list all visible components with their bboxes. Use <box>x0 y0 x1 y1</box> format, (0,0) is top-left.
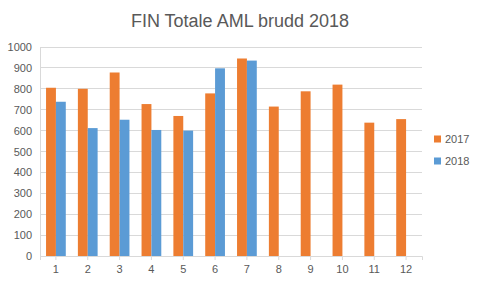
bar <box>269 107 279 256</box>
x-tick-mark <box>183 256 184 260</box>
bar <box>151 130 161 256</box>
x-tick-mark <box>119 256 120 260</box>
y-tick: 300 <box>14 187 40 199</box>
bar <box>183 131 193 256</box>
x-axis: 123456789101112 <box>41 256 423 275</box>
y-tick: 100 <box>14 229 40 241</box>
bar <box>301 91 311 256</box>
legend-swatch <box>434 136 441 143</box>
x-tick-label: 8 <box>276 263 282 275</box>
bar <box>247 61 257 256</box>
y-tick: 700 <box>14 104 40 116</box>
bar <box>78 89 88 256</box>
bars <box>46 58 406 256</box>
x-tick: 8 <box>276 256 282 275</box>
x-tick-label: 3 <box>117 263 123 275</box>
y-tick-label: 1000 <box>8 41 32 53</box>
grid <box>40 47 422 256</box>
x-tick-mark <box>55 256 56 260</box>
y-tick-label: 800 <box>14 83 32 95</box>
legend-label: 2018 <box>445 155 469 167</box>
x-tick: 1 <box>53 256 59 275</box>
bar-series <box>46 58 406 256</box>
x-tick-label: 12 <box>400 263 412 275</box>
grid-line <box>40 88 422 89</box>
x-tick: 3 <box>117 256 123 275</box>
y-tick-label: 500 <box>14 146 32 158</box>
x-tick-label: 10 <box>336 263 348 275</box>
x-tick-mark <box>310 256 311 260</box>
x-tick: 5 <box>180 256 186 275</box>
y-tick: 200 <box>14 208 40 220</box>
y-tick-label: 400 <box>14 166 32 178</box>
x-tick: 9 <box>308 256 314 275</box>
x-tick-mark <box>215 256 216 260</box>
x-tick: 7 <box>244 256 250 275</box>
x-tick: 6 <box>212 256 218 275</box>
x-tick-mark <box>87 256 88 260</box>
bar-series <box>56 61 257 256</box>
x-tick-label: 9 <box>308 263 314 275</box>
y-tick-label: 700 <box>14 104 32 116</box>
x-tick-label: 11 <box>369 263 380 275</box>
bar <box>237 58 247 256</box>
x-tick-mark <box>278 256 279 260</box>
x-tick-label: 4 <box>148 263 154 275</box>
x-tick-label: 7 <box>244 263 250 275</box>
y-tick: 500 <box>14 146 40 158</box>
x-tick: 11 <box>369 256 380 275</box>
x-tick: 10 <box>336 256 348 275</box>
x-tick-label: 5 <box>180 263 186 275</box>
bar <box>215 68 225 256</box>
x-axis-line <box>41 257 423 261</box>
bar <box>120 120 130 256</box>
x-tick: 2 <box>85 256 91 275</box>
y-tick: 1000 <box>8 41 40 53</box>
y-axis-line <box>40 48 41 257</box>
x-tick-mark <box>374 256 375 260</box>
y-tick: 400 <box>14 166 40 178</box>
y-tick: 900 <box>14 62 40 74</box>
x-tick-mark <box>151 256 152 260</box>
y-tick: 0 <box>26 250 40 262</box>
bar <box>142 104 152 256</box>
bar <box>56 102 66 256</box>
grid-line <box>40 47 422 48</box>
bar <box>205 93 215 256</box>
grid-line <box>40 109 422 110</box>
bar <box>46 88 56 256</box>
bar <box>396 119 406 256</box>
title: FIN Totale AML brudd 2018 <box>131 11 349 31</box>
legend-label: 2017 <box>445 133 469 145</box>
bar <box>88 128 98 256</box>
bar <box>173 116 183 256</box>
y-tick: 800 <box>14 83 40 95</box>
x-tick-mark <box>246 256 247 260</box>
x-tick-label: 1 <box>53 263 59 275</box>
y-tick-label: 300 <box>14 187 32 199</box>
x-tick-label: 2 <box>85 263 91 275</box>
x-tick-mark <box>406 256 407 260</box>
legend-swatch <box>434 158 441 165</box>
bar <box>333 85 343 256</box>
x-tick: 12 <box>400 256 412 275</box>
y-tick-label: 100 <box>14 229 32 241</box>
bar <box>110 72 120 256</box>
chart: 0100200300400500600700800900100012345678… <box>0 0 480 288</box>
x-tick-label: 6 <box>212 263 218 275</box>
grid-line <box>40 67 422 68</box>
legend: 2017 2018 <box>434 133 469 167</box>
y-tick: 600 <box>14 125 40 137</box>
bar <box>364 123 374 256</box>
plot-area: 0100200300400500600700800900100012345678… <box>8 41 423 275</box>
y-tick-label: 900 <box>14 62 32 74</box>
x-tick: 4 <box>148 256 154 275</box>
x-tick-mark <box>342 256 343 260</box>
y-tick-label: 0 <box>26 250 32 262</box>
y-axis: 0 100 200 300 400 500 600 700 800 900 1000 <box>8 41 41 262</box>
y-tick-label: 200 <box>14 208 32 220</box>
y-tick-label: 600 <box>14 125 32 137</box>
